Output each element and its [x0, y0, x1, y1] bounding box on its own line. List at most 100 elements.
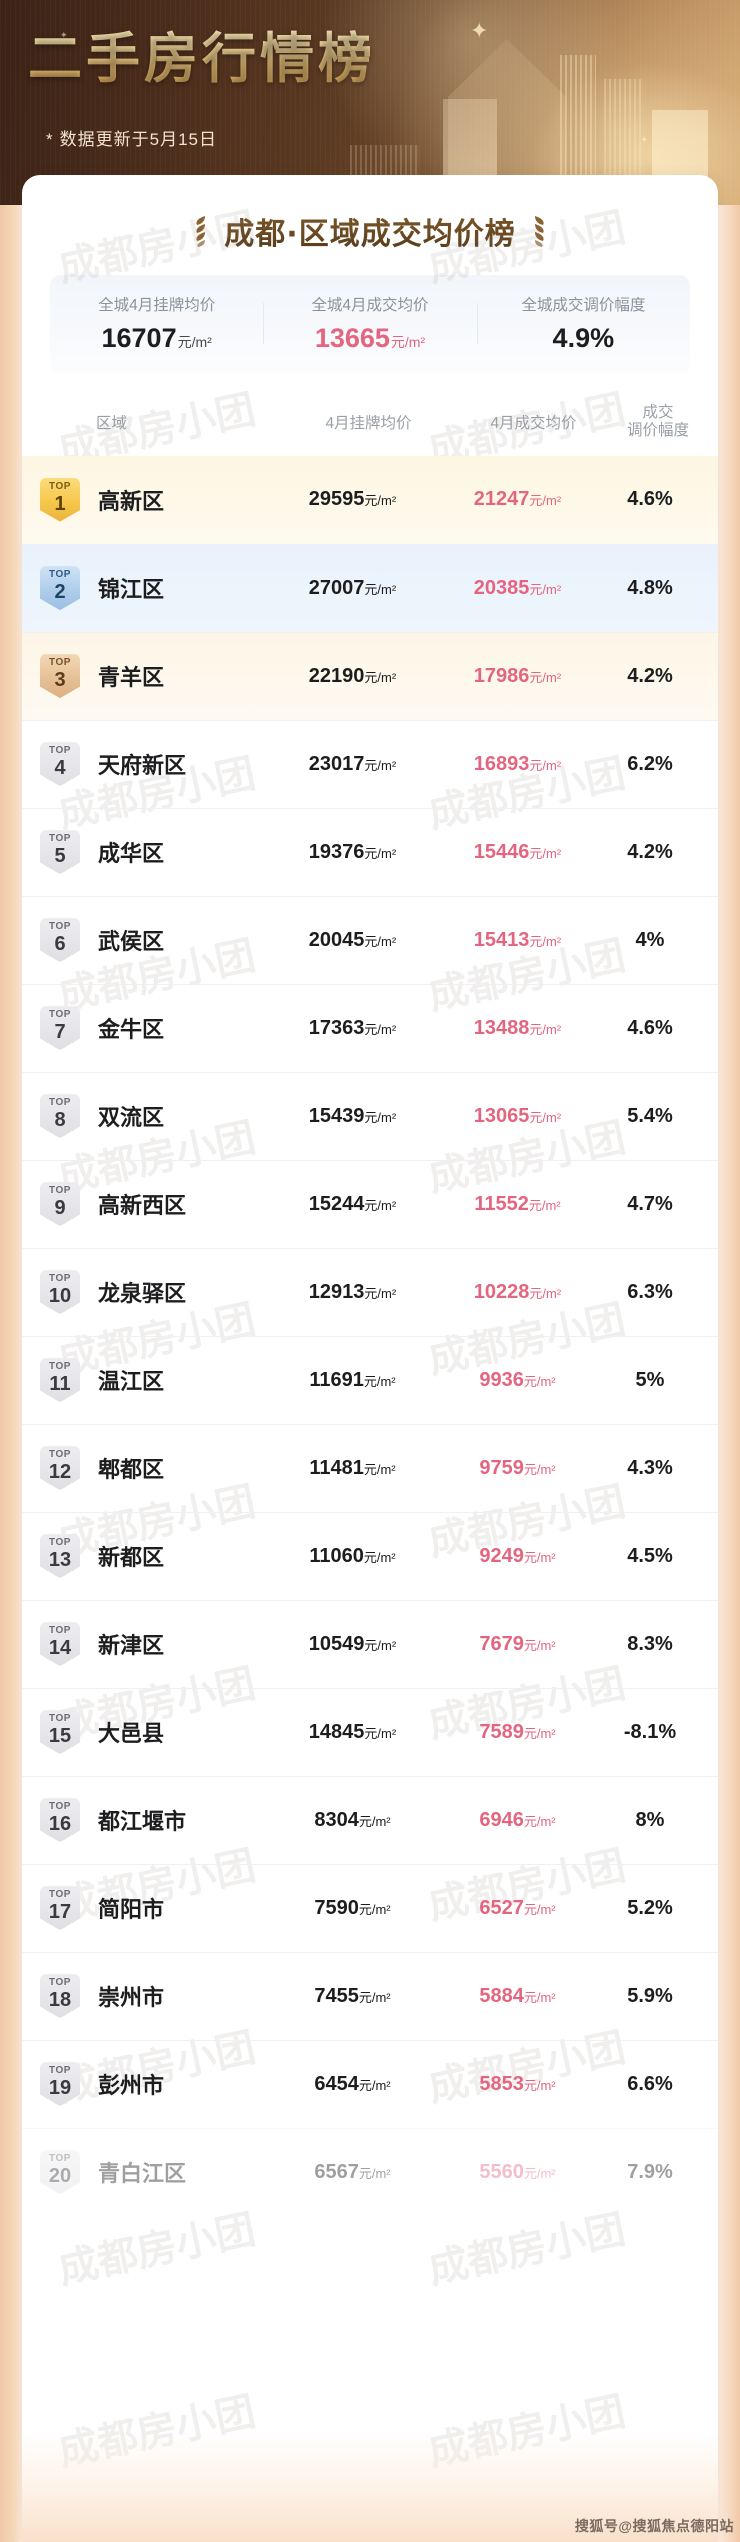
stat-listing-avg: 全城4月挂牌均价 16707元/m² — [50, 293, 263, 354]
table-row[interactable]: TOP 7 金牛区 17363元/m² 13488元/m² 4.6% — [22, 983, 718, 1072]
rank-badge-top-label: TOP — [49, 1273, 71, 1285]
rank-badge-number: 15 — [48, 1725, 72, 1748]
table-row[interactable]: TOP 18 崇州市 7455元/m² 5884元/m² 5.9% — [22, 1951, 718, 2040]
cell-adjust-rate: 4.6% — [627, 1016, 673, 1039]
deal-price-value: 7589 — [479, 1720, 524, 1743]
cell-deal-price: 5560元/m² — [435, 2161, 600, 2184]
table-row[interactable]: TOP 1 高新区 29595元/m² 21247元/m² 4.6% — [22, 455, 718, 544]
table-row[interactable]: TOP 10 龙泉驿区 12913元/m² 10228元/m² 6.3% — [22, 1247, 718, 1336]
rank-badge: TOP 4 — [40, 742, 80, 787]
cell-listing-price: 19376元/m² — [270, 841, 435, 864]
cell-deal-price: 5853元/m² — [435, 2073, 600, 2096]
listing-price-unit: 元/m² — [358, 2077, 391, 2093]
stat-label: 全城成交调价幅度 — [521, 297, 646, 314]
stat-label: 全城4月挂牌均价 — [98, 297, 216, 314]
header-deal-price: 4月成交均价 — [490, 414, 577, 432]
rank-badge: TOP 17 — [40, 1886, 80, 1931]
stat-deal-avg: 全城4月成交均价 13665元/m² — [263, 293, 476, 354]
cell-adjust-rate: 5.9% — [627, 1984, 673, 2007]
cell-listing-price: 6454元/m² — [270, 2073, 435, 2096]
deal-price-unit: 元/m² — [529, 1285, 562, 1301]
summary-stats: 全城4月挂牌均价 16707元/m² 全城4月成交均价 13665元/m² 全城… — [50, 275, 690, 374]
listing-price-value: 7455 — [314, 1984, 359, 2007]
rank-badge-top-label: TOP — [49, 2153, 71, 2165]
card-title: 成都·区域成交均价榜 — [224, 209, 515, 253]
table-row[interactable]: TOP 5 成华区 19376元/m² 15446元/m² 4.2% — [22, 807, 718, 896]
table-row[interactable]: TOP 20 青白江区 6567元/m² 5560元/m² 7.9% — [22, 2127, 718, 2216]
table-row[interactable]: TOP 3 青羊区 22190元/m² 17986元/m² 4.2% — [22, 631, 718, 720]
cell-adjust-rate: 4.8% — [627, 576, 673, 599]
listing-price-value: 8304 — [314, 1808, 359, 1831]
rank-badge: TOP 8 — [40, 1094, 80, 1139]
deal-price-value: 17986 — [473, 664, 530, 687]
table-row[interactable]: TOP 8 双流区 15439元/m² 13065元/m² 5.4% — [22, 1071, 718, 1160]
watermark: 成都房小团 — [54, 2388, 260, 2476]
table-row[interactable]: TOP 13 新都区 11060元/m² 9249元/m² 4.5% — [22, 1511, 718, 1600]
table-row[interactable]: TOP 16 都江堰市 8304元/m² 6946元/m² 8% — [22, 1775, 718, 1864]
rank-badge-top-label: TOP — [49, 1977, 71, 1989]
cell-adjust-rate: 4.2% — [627, 840, 673, 863]
rank-badge-top-label: TOP — [49, 1801, 71, 1813]
listing-price-value: 12913 — [308, 1280, 365, 1303]
rank-badge-top-label: TOP — [49, 2065, 71, 2077]
rank-badge-number: 5 — [54, 845, 66, 868]
listing-price-unit: 元/m² — [364, 1637, 397, 1653]
deal-price-unit: 元/m² — [523, 1725, 556, 1741]
rank-badge-top-label: TOP — [49, 745, 71, 757]
rank-badge-number: 6 — [54, 933, 66, 956]
deal-price-value: 15446 — [473, 840, 530, 863]
listing-price-value: 7590 — [314, 1896, 359, 1919]
table-row[interactable]: TOP 12 郫都区 11481元/m² 9759元/m² 4.3% — [22, 1423, 718, 1512]
table-row[interactable]: TOP 6 武侯区 20045元/m² 15413元/m² 4% — [22, 895, 718, 984]
deal-price-unit: 元/m² — [529, 1021, 562, 1037]
table-row[interactable]: TOP 15 大邑县 14845元/m² 7589元/m² -8.1% — [22, 1687, 718, 1776]
rank-badge-number: 11 — [49, 1373, 71, 1396]
table-row[interactable]: TOP 14 新津区 10549元/m² 7679元/m² 8.3% — [22, 1599, 718, 1688]
cell-adjust-rate: 4% — [635, 928, 665, 951]
rank-badge-number: 8 — [54, 1109, 66, 1132]
card-title-row: 成都·区域成交均价榜 — [22, 175, 718, 275]
table-row[interactable]: TOP 9 高新西区 15244元/m² 11552元/m² 4.7% — [22, 1159, 718, 1248]
header-adjust-rate: 成交 调价幅度 — [616, 404, 700, 440]
listing-price-unit: 元/m² — [364, 581, 397, 597]
stat-unit: 元/m² — [177, 334, 212, 350]
listing-price-unit: 元/m² — [364, 1197, 397, 1213]
listing-price-unit: 元/m² — [358, 1813, 391, 1829]
cell-adjust-rate: 4.3% — [627, 1456, 673, 1479]
listing-price-unit: 元/m² — [364, 493, 397, 509]
rank-badge-top-label: TOP — [49, 1889, 71, 1901]
deal-price-unit: 元/m² — [523, 2077, 556, 2093]
header-region: 区域 — [96, 414, 128, 432]
wheat-ear-right-icon — [534, 216, 544, 247]
rank-badge: TOP 12 — [40, 1446, 80, 1491]
deal-price-unit: 元/m² — [523, 1901, 556, 1917]
deal-price-unit: 元/m² — [529, 669, 562, 685]
rank-badge-top-label: TOP — [49, 480, 71, 492]
listing-price-unit: 元/m² — [363, 1549, 396, 1565]
table-row[interactable]: TOP 4 天府新区 23017元/m² 16893元/m² 6.2% — [22, 719, 718, 808]
deal-price-value: 9936 — [479, 1368, 524, 1391]
cell-listing-price: 6567元/m² — [270, 2161, 435, 2184]
sparkle-icon: ✦ — [470, 18, 489, 43]
deal-price-value: 10228 — [473, 1280, 530, 1303]
rank-badge-number: 12 — [48, 1461, 72, 1484]
table-row[interactable]: TOP 2 锦江区 27007元/m² 20385元/m² 4.8% — [22, 543, 718, 632]
rank-badge: TOP 2 — [40, 566, 80, 611]
table-row[interactable]: TOP 17 简阳市 7590元/m² 6527元/m² 5.2% — [22, 1863, 718, 1952]
table-row[interactable]: TOP 11 温江区 11691元/m² 9936元/m² 5% — [22, 1335, 718, 1424]
cell-deal-price: 9249元/m² — [435, 1545, 600, 1568]
table-row[interactable]: TOP 19 彭州市 6454元/m² 5853元/m² 6.6% — [22, 2039, 718, 2128]
stat-label: 全城4月成交均价 — [311, 297, 429, 314]
stat-number: 4.9% — [552, 323, 615, 353]
rank-badge-top-label: TOP — [49, 657, 71, 669]
deal-price-value: 13065 — [473, 1104, 530, 1127]
deal-price-value: 5853 — [479, 2072, 524, 2095]
stat-unit: 元/m² — [390, 334, 426, 350]
footer-watermark: 搜狐号@搜狐焦点德阳站 — [574, 2518, 734, 2534]
rank-badge: TOP 14 — [40, 1622, 80, 1667]
rank-badge: TOP 1 — [40, 477, 80, 522]
deal-price-unit: 元/m² — [523, 2165, 556, 2181]
deal-price-value: 6946 — [479, 1808, 524, 1831]
cell-region: 锦江区 — [98, 577, 165, 603]
